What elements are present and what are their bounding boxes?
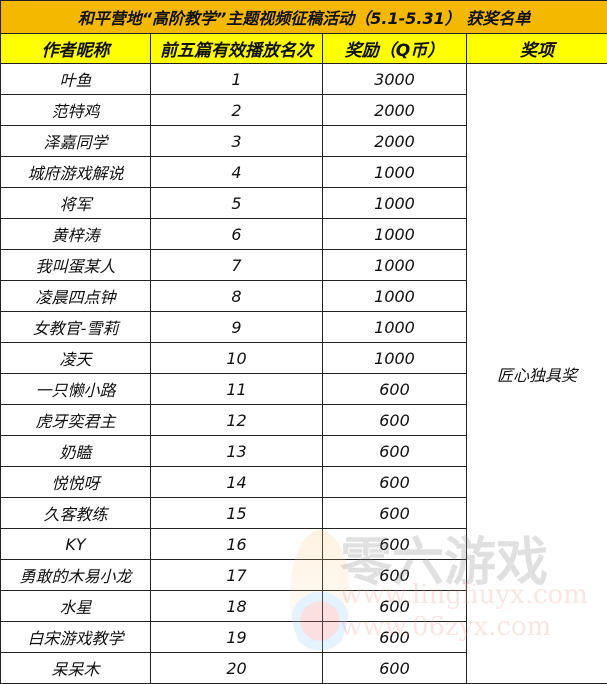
cell-reward: 600	[323, 591, 467, 622]
cell-rank: 4	[151, 157, 323, 188]
cell-reward: 600	[323, 436, 467, 467]
header-award: 奖项	[467, 34, 607, 64]
cell-reward: 600	[323, 498, 467, 529]
cell-nickname: 黄梓涛	[1, 219, 151, 250]
cell-reward: 1000	[323, 343, 467, 374]
cell-nickname: 范特鸡	[1, 95, 151, 126]
cell-reward: 1000	[323, 219, 467, 250]
cell-reward: 600	[323, 560, 467, 591]
cell-nickname: 将军	[1, 188, 151, 219]
cell-nickname: 女教官-雪莉	[1, 312, 151, 343]
cell-rank: 19	[151, 622, 323, 653]
cell-nickname: 奶瞌	[1, 436, 151, 467]
cell-rank: 12	[151, 405, 323, 436]
cell-rank: 11	[151, 374, 323, 405]
cell-rank: 20	[151, 653, 323, 684]
cell-reward: 1000	[323, 281, 467, 312]
cell-nickname: 一只懒小路	[1, 374, 151, 405]
cell-nickname: 凌晨四点钟	[1, 281, 151, 312]
cell-rank: 10	[151, 343, 323, 374]
cell-reward: 1000	[323, 250, 467, 281]
cell-reward: 600	[323, 622, 467, 653]
cell-nickname: 叶鱼	[1, 64, 151, 95]
cell-nickname: 悦悦呀	[1, 467, 151, 498]
cell-rank: 17	[151, 560, 323, 591]
cell-nickname: 勇敢的木易小龙	[1, 560, 151, 591]
cell-nickname: 久客教练	[1, 498, 151, 529]
cell-rank: 8	[151, 281, 323, 312]
cell-nickname: 呆呆木	[1, 653, 151, 684]
cell-reward: 3000	[323, 64, 467, 95]
cell-nickname: 白宋游戏教学	[1, 622, 151, 653]
cell-reward: 600	[323, 653, 467, 684]
cell-reward: 1000	[323, 188, 467, 219]
cell-rank: 3	[151, 126, 323, 157]
cell-reward: 600	[323, 374, 467, 405]
table-title: 和平营地“高阶教学”主题视频征稿活动（5.1-5.31） 获奖名单	[1, 1, 607, 34]
header-rank: 前五篇有效播放名次	[151, 34, 323, 64]
cell-nickname: 凌天	[1, 343, 151, 374]
cell-rank: 7	[151, 250, 323, 281]
cell-rank: 16	[151, 529, 323, 560]
cell-rank: 18	[151, 591, 323, 622]
cell-rank: 15	[151, 498, 323, 529]
cell-nickname: KY	[1, 529, 151, 560]
cell-reward: 1000	[323, 312, 467, 343]
cell-rank: 1	[151, 64, 323, 95]
cell-nickname: 我叫蛋某人	[1, 250, 151, 281]
cell-rank: 9	[151, 312, 323, 343]
cell-nickname: 泽嘉同学	[1, 126, 151, 157]
cell-nickname: 城府游戏解说	[1, 157, 151, 188]
cell-rank: 14	[151, 467, 323, 498]
cell-nickname: 虎牙奕君主	[1, 405, 151, 436]
cell-nickname: 水星	[1, 591, 151, 622]
cell-reward: 600	[323, 529, 467, 560]
header-reward: 奖励（Q币）	[323, 34, 467, 64]
cell-reward: 1000	[323, 157, 467, 188]
cell-rank: 6	[151, 219, 323, 250]
cell-rank: 2	[151, 95, 323, 126]
cell-reward: 600	[323, 467, 467, 498]
cell-award: 匠心独具奖	[467, 64, 607, 684]
cell-reward: 2000	[323, 95, 467, 126]
cell-reward: 2000	[323, 126, 467, 157]
cell-rank: 5	[151, 188, 323, 219]
cell-reward: 600	[323, 405, 467, 436]
cell-rank: 13	[151, 436, 323, 467]
header-nickname: 作者昵称	[1, 34, 151, 64]
